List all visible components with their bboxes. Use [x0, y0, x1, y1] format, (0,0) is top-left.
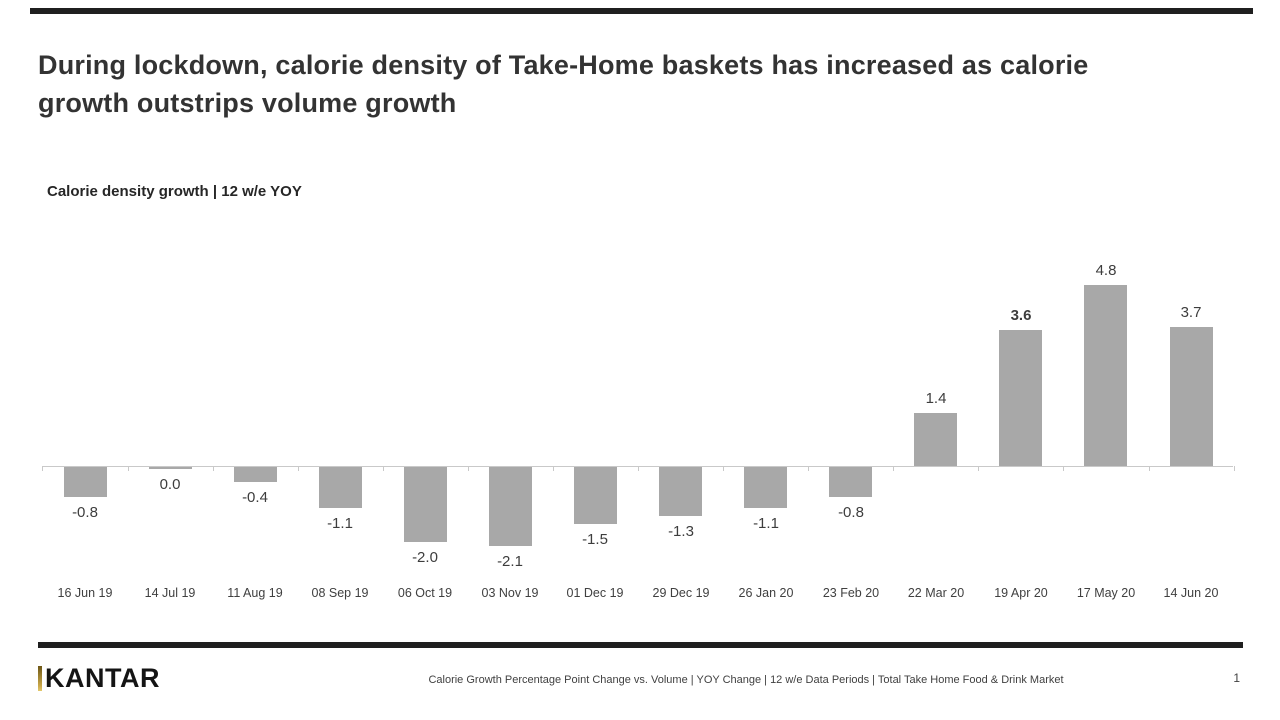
- value-label: -2.1: [497, 553, 523, 570]
- category-label: 19 Apr 20: [994, 586, 1048, 600]
- kantar-logo-accent-icon: [38, 666, 42, 691]
- bar: [744, 467, 787, 508]
- axis-tick: [42, 466, 43, 471]
- bar: [64, 467, 107, 497]
- axis-tick: [213, 466, 214, 471]
- bar: [149, 467, 192, 469]
- kantar-logo-text: KANTAR: [45, 663, 160, 693]
- value-label: -0.8: [838, 504, 864, 521]
- bar: [404, 467, 447, 542]
- value-label: -1.3: [668, 523, 694, 540]
- axis-tick: [128, 466, 129, 471]
- bar: [659, 467, 702, 516]
- axis-tick: [1234, 466, 1235, 471]
- value-label: -0.4: [242, 489, 268, 506]
- chart-title: Calorie density growth | 12 w/e YOY: [47, 183, 302, 200]
- category-label: 14 Jun 20: [1163, 586, 1219, 600]
- source-note: Calorie Growth Percentage Point Change v…: [428, 674, 1064, 686]
- axis-tick: [808, 466, 809, 471]
- bar: [234, 467, 277, 482]
- category-label: 01 Dec 19: [566, 586, 624, 600]
- x-axis-line: [42, 466, 1233, 467]
- axis-tick: [383, 466, 384, 471]
- value-label: -1.1: [753, 515, 779, 532]
- category-label: 29 Dec 19: [652, 586, 710, 600]
- value-label: 3.6: [1010, 307, 1032, 324]
- axis-tick: [723, 466, 724, 471]
- bottom-accent-bar: [38, 642, 1243, 648]
- category-label: 22 Mar 20: [907, 586, 965, 600]
- value-label: 3.7: [1180, 304, 1202, 321]
- bar: [999, 330, 1042, 466]
- category-label: 11 Aug 19: [227, 586, 283, 600]
- slide-title-line-1: During lockdown, calorie density of Take…: [38, 50, 1089, 80]
- axis-tick: [298, 466, 299, 471]
- slide-title-line-2: growth outstrips volume growth: [38, 88, 457, 118]
- category-label: 23 Feb 20: [822, 586, 880, 600]
- page-number: 1: [1233, 671, 1240, 685]
- value-label: 1.4: [925, 390, 947, 407]
- kantar-logo: KANTAR: [38, 663, 160, 693]
- axis-tick: [553, 466, 554, 471]
- value-label: -1.5: [582, 531, 608, 548]
- bar: [1170, 327, 1213, 466]
- axis-tick: [978, 466, 979, 471]
- value-label: 0.0: [159, 476, 181, 493]
- category-label: 26 Jan 20: [738, 586, 794, 600]
- bar: [1084, 285, 1127, 466]
- category-label: 14 Jul 19: [144, 586, 196, 600]
- bar: [319, 467, 362, 508]
- axis-tick: [1063, 466, 1064, 471]
- category-label: 08 Sep 19: [311, 586, 369, 600]
- axis-tick: [1149, 466, 1150, 471]
- top-accent-bar: [30, 8, 1253, 14]
- bar: [829, 467, 872, 497]
- category-label: 03 Nov 19: [481, 586, 539, 600]
- axis-tick: [468, 466, 469, 471]
- value-label: -2.0: [412, 549, 438, 566]
- bar: [914, 413, 957, 466]
- slide-title: During lockdown, calorie density of Take…: [38, 46, 1270, 122]
- category-label: 17 May 20: [1076, 586, 1136, 600]
- category-label: 06 Oct 19: [397, 586, 453, 600]
- axis-tick: [638, 466, 639, 471]
- value-label: -0.8: [72, 504, 98, 521]
- category-label: 16 Jun 19: [57, 586, 113, 600]
- bar: [489, 467, 532, 546]
- bar: [574, 467, 617, 524]
- value-label: 4.8: [1095, 262, 1117, 279]
- axis-tick: [893, 466, 894, 471]
- value-label: -1.1: [327, 515, 353, 532]
